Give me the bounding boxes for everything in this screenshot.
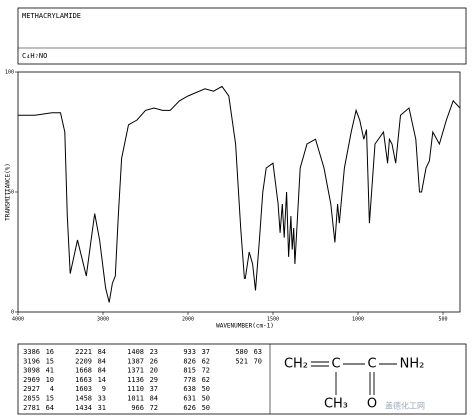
- peak-wavenumber: 2927: [23, 385, 40, 393]
- peak-transmittance: 31: [98, 404, 106, 412]
- peak-transmittance: 70: [254, 357, 262, 365]
- peak-transmittance: 9: [102, 385, 106, 393]
- peak-wavenumber: 815: [183, 367, 196, 375]
- peak-transmittance: 50: [202, 395, 210, 403]
- x-tick-label: 1000: [352, 317, 364, 323]
- peak-wavenumber: 3386: [23, 348, 40, 356]
- bonds: [311, 361, 397, 395]
- y-tick-label: 100: [5, 70, 14, 76]
- peak-wavenumber: 2221: [75, 348, 92, 356]
- spectrum-line: [18, 85, 461, 303]
- peak-transmittance: 84: [98, 367, 106, 375]
- atom: CH₂: [284, 357, 308, 372]
- peak-wavenumber: 1110: [127, 385, 144, 393]
- peak-wavenumber: 778: [183, 376, 196, 384]
- y-tick-label: 50: [8, 190, 14, 196]
- peak-transmittance: 84: [150, 395, 158, 403]
- peak-wavenumber: 933: [183, 348, 196, 356]
- peak-transmittance: 23: [150, 348, 158, 356]
- peak-wavenumber: 1434: [75, 404, 92, 412]
- y-axis-label: TRANSMITTANCE(%): [5, 163, 12, 221]
- peak-transmittance: 50: [202, 385, 210, 393]
- peak-wavenumber: 1136: [127, 376, 144, 384]
- peak-transmittance: 15: [46, 395, 54, 403]
- peak-wavenumber: 631: [183, 395, 196, 403]
- peak-wavenumber: 1603: [75, 385, 92, 393]
- peak-transmittance: 10: [46, 376, 54, 384]
- peak-wavenumber: 1408: [127, 348, 144, 356]
- peak-wavenumber: 826: [183, 357, 196, 365]
- peak-transmittance: 26: [150, 357, 158, 365]
- peak-transmittance: 33: [98, 395, 106, 403]
- atom: O: [367, 397, 377, 412]
- peak-transmittance: 37: [202, 348, 210, 356]
- peak-wavenumber: 2209: [75, 357, 92, 365]
- peak-transmittance: 64: [46, 404, 54, 412]
- x-tick-label: 500: [438, 317, 447, 323]
- peak-transmittance: 29: [150, 376, 158, 384]
- watermark: 盖德化工网: [385, 401, 425, 411]
- y-tick-label: 0: [11, 310, 14, 316]
- peak-transmittance: 15: [46, 357, 54, 365]
- peak-transmittance: 20: [150, 367, 158, 375]
- table-box: [17, 343, 467, 415]
- peak-transmittance: 50: [202, 404, 210, 412]
- peak-wavenumber: 521: [235, 357, 248, 365]
- peak-wavenumber: 2781: [23, 404, 40, 412]
- peak-transmittance: 41: [46, 367, 54, 375]
- x-axis-label: WAVENUMBER(cm-1): [216, 323, 274, 330]
- peak-wavenumber: 1371: [127, 367, 144, 375]
- atom: C: [331, 357, 340, 372]
- peak-transmittance: 63: [254, 348, 262, 356]
- peak-wavenumber: 2969: [23, 376, 40, 384]
- peak-transmittance: 62: [202, 376, 210, 384]
- peak-wavenumber: 638: [183, 385, 196, 393]
- atom: NH₂: [400, 357, 425, 372]
- peak-transmittance: 62: [202, 357, 210, 365]
- peak-transmittance: 72: [202, 367, 210, 375]
- atom: CH₃: [324, 397, 348, 412]
- peak-wavenumber: 3098: [23, 367, 40, 375]
- peak-transmittance: 37: [150, 385, 158, 393]
- peak-wavenumber: 626: [183, 404, 196, 412]
- x-tick-label: 3000: [97, 317, 109, 323]
- peak-transmittance: 14: [98, 376, 106, 384]
- peak-wavenumber: 2855: [23, 395, 40, 403]
- formula: C₄H₇NO: [22, 52, 47, 60]
- compound-name: METHACRYLAMIDE: [22, 12, 81, 20]
- peak-transmittance: 84: [98, 348, 106, 356]
- peak-wavenumber: 3196: [23, 357, 40, 365]
- peak-wavenumber: 1011: [127, 395, 144, 403]
- x-tick-label: 2000: [182, 317, 194, 323]
- peak-wavenumber: 1387: [127, 357, 144, 365]
- peak-transmittance: 72: [150, 404, 158, 412]
- peak-wavenumber: 580: [235, 348, 248, 356]
- peak-wavenumber: 1663: [75, 376, 92, 384]
- peak-wavenumber: 1668: [75, 367, 92, 375]
- header-box: [17, 7, 467, 65]
- peak-wavenumber: 1458: [75, 395, 92, 403]
- peak-transmittance: 16: [46, 348, 54, 356]
- atom: C: [367, 357, 376, 372]
- peak-transmittance: 84: [98, 357, 106, 365]
- structure: CH₂ C C NH₂ CH₃ O: [284, 357, 424, 412]
- x-tick-label: 1500: [267, 317, 279, 323]
- x-tick-label: 4000: [12, 317, 24, 323]
- peak-transmittance: 4: [50, 385, 54, 393]
- peak-wavenumber: 966: [131, 404, 144, 412]
